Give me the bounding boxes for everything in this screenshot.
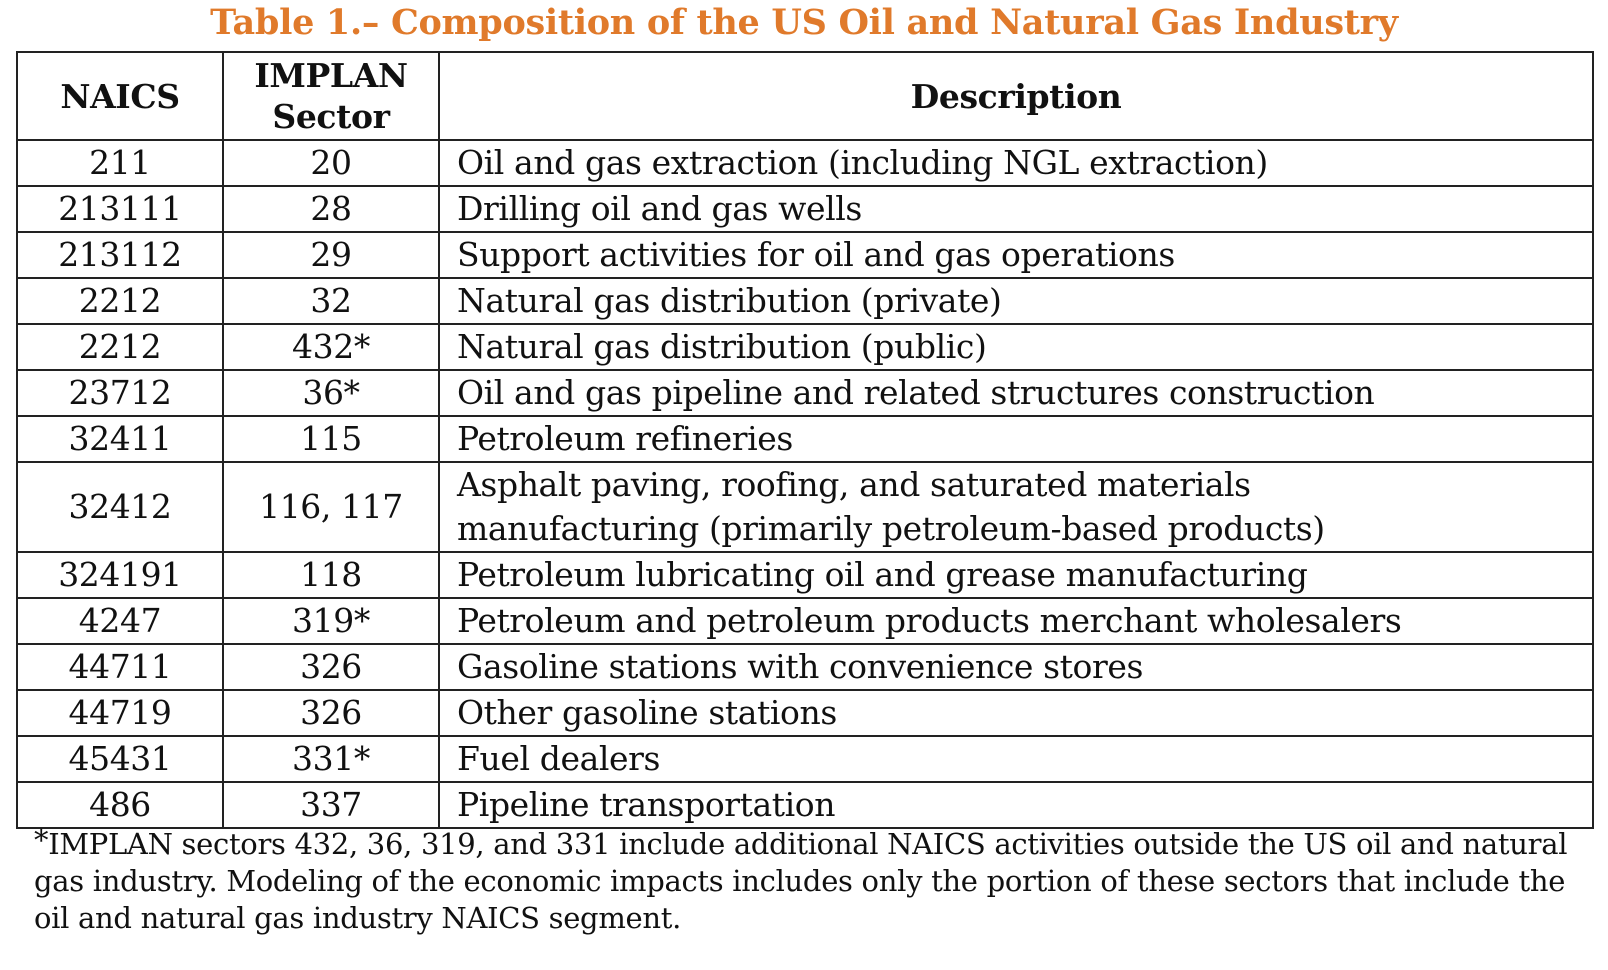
implan-cell: 116, 117 xyxy=(222,461,440,553)
implan-cell: 337 xyxy=(222,781,440,829)
header-implan-sector: IMPLAN Sector xyxy=(222,51,440,141)
table-row: 486 337 Pipeline transportation xyxy=(16,781,1594,829)
description-cell: Natural gas distribution (private) xyxy=(438,277,1594,325)
footnote-asterisk: * xyxy=(34,823,49,857)
naics-cell: 2212 xyxy=(16,277,224,325)
implan-cell: 36* xyxy=(222,369,440,417)
implan-cell: 432* xyxy=(222,323,440,371)
industry-table: NAICS IMPLAN Sector Description 211 20 O… xyxy=(16,51,1594,829)
naics-cell: 213112 xyxy=(16,231,224,279)
table-row: 324191 118 Petroleum lubricating oil and… xyxy=(16,551,1594,599)
implan-cell: 28 xyxy=(222,185,440,233)
implan-cell: 319* xyxy=(222,597,440,645)
description-cell: Pipeline transportation xyxy=(438,781,1594,829)
description-line: Asphalt paving, roofing, and saturated m… xyxy=(457,465,1251,504)
table-row: 2212 432* Natural gas distribution (publ… xyxy=(16,323,1594,371)
table-row: 211 20 Oil and gas extraction (including… xyxy=(16,139,1594,187)
naics-cell: 324191 xyxy=(16,551,224,599)
description-cell: Oil and gas pipeline and related structu… xyxy=(438,369,1594,417)
naics-cell: 44711 xyxy=(16,643,224,691)
description-cell: Other gasoline stations xyxy=(438,689,1594,737)
description-cell: Petroleum and petroleum products merchan… xyxy=(438,597,1594,645)
naics-cell: 213111 xyxy=(16,185,224,233)
table-row: 213111 28 Drilling oil and gas wells xyxy=(16,185,1594,233)
implan-cell: 331* xyxy=(222,735,440,783)
table-row: 213112 29 Support activities for oil and… xyxy=(16,231,1594,279)
table-row: 32412 116, 117 Asphalt paving, roofing, … xyxy=(16,461,1594,553)
naics-cell: 45431 xyxy=(16,735,224,783)
table-row: 44719 326 Other gasoline stations xyxy=(16,689,1594,737)
table-row: 4247 319* Petroleum and petroleum produc… xyxy=(16,597,1594,645)
footnote-line: IMPLAN sectors 432, 36, 319, and 331 inc… xyxy=(48,827,1568,861)
naics-cell: 32412 xyxy=(16,461,224,553)
naics-cell: 23712 xyxy=(16,369,224,417)
footnote-line: gas industry. Modeling of the economic i… xyxy=(34,864,1566,898)
header-implan-line2: Sector xyxy=(272,97,390,136)
table-title: Table 1.– Composition of the US Oil and … xyxy=(210,2,1398,43)
table-row: 32411 115 Petroleum refineries xyxy=(16,415,1594,463)
description-cell: Fuel dealers xyxy=(438,735,1594,783)
table-row: 44711 326 Gasoline stations with conveni… xyxy=(16,643,1594,691)
description-cell: Petroleum lubricating oil and grease man… xyxy=(438,551,1594,599)
table-header-row: NAICS IMPLAN Sector Description xyxy=(16,51,1594,141)
header-naics: NAICS xyxy=(16,51,224,141)
footnote: *IMPLAN sectors 432, 36, 319, and 331 in… xyxy=(34,822,1594,937)
naics-cell: 211 xyxy=(16,139,224,187)
description-cell: Oil and gas extraction (including NGL ex… xyxy=(438,139,1594,187)
description-cell: Gasoline stations with convenience store… xyxy=(438,643,1594,691)
naics-cell: 32411 xyxy=(16,415,224,463)
implan-cell: 326 xyxy=(222,643,440,691)
header-description: Description xyxy=(438,51,1594,141)
implan-cell: 115 xyxy=(222,415,440,463)
footnote-line: oil and natural gas industry NAICS segme… xyxy=(34,901,682,935)
implan-cell: 32 xyxy=(222,277,440,325)
naics-cell: 44719 xyxy=(16,689,224,737)
description-cell: Support activities for oil and gas opera… xyxy=(438,231,1594,279)
implan-cell: 20 xyxy=(222,139,440,187)
table-row: 45431 331* Fuel dealers xyxy=(16,735,1594,783)
table-row: 2212 32 Natural gas distribution (privat… xyxy=(16,277,1594,325)
table-row: 23712 36* Oil and gas pipeline and relat… xyxy=(16,369,1594,417)
naics-cell: 4247 xyxy=(16,597,224,645)
description-cell: Natural gas distribution (public) xyxy=(438,323,1594,371)
description-cell: Drilling oil and gas wells xyxy=(438,185,1594,233)
description-line: manufacturing (primarily petroleum-based… xyxy=(457,509,1325,548)
implan-cell: 29 xyxy=(222,231,440,279)
naics-cell: 2212 xyxy=(16,323,224,371)
naics-cell: 486 xyxy=(16,781,224,829)
description-cell: Petroleum refineries xyxy=(438,415,1594,463)
header-implan-line1: IMPLAN xyxy=(254,56,408,95)
implan-cell: 118 xyxy=(222,551,440,599)
description-cell: Asphalt paving, roofing, and saturated m… xyxy=(438,461,1594,553)
implan-cell: 326 xyxy=(222,689,440,737)
